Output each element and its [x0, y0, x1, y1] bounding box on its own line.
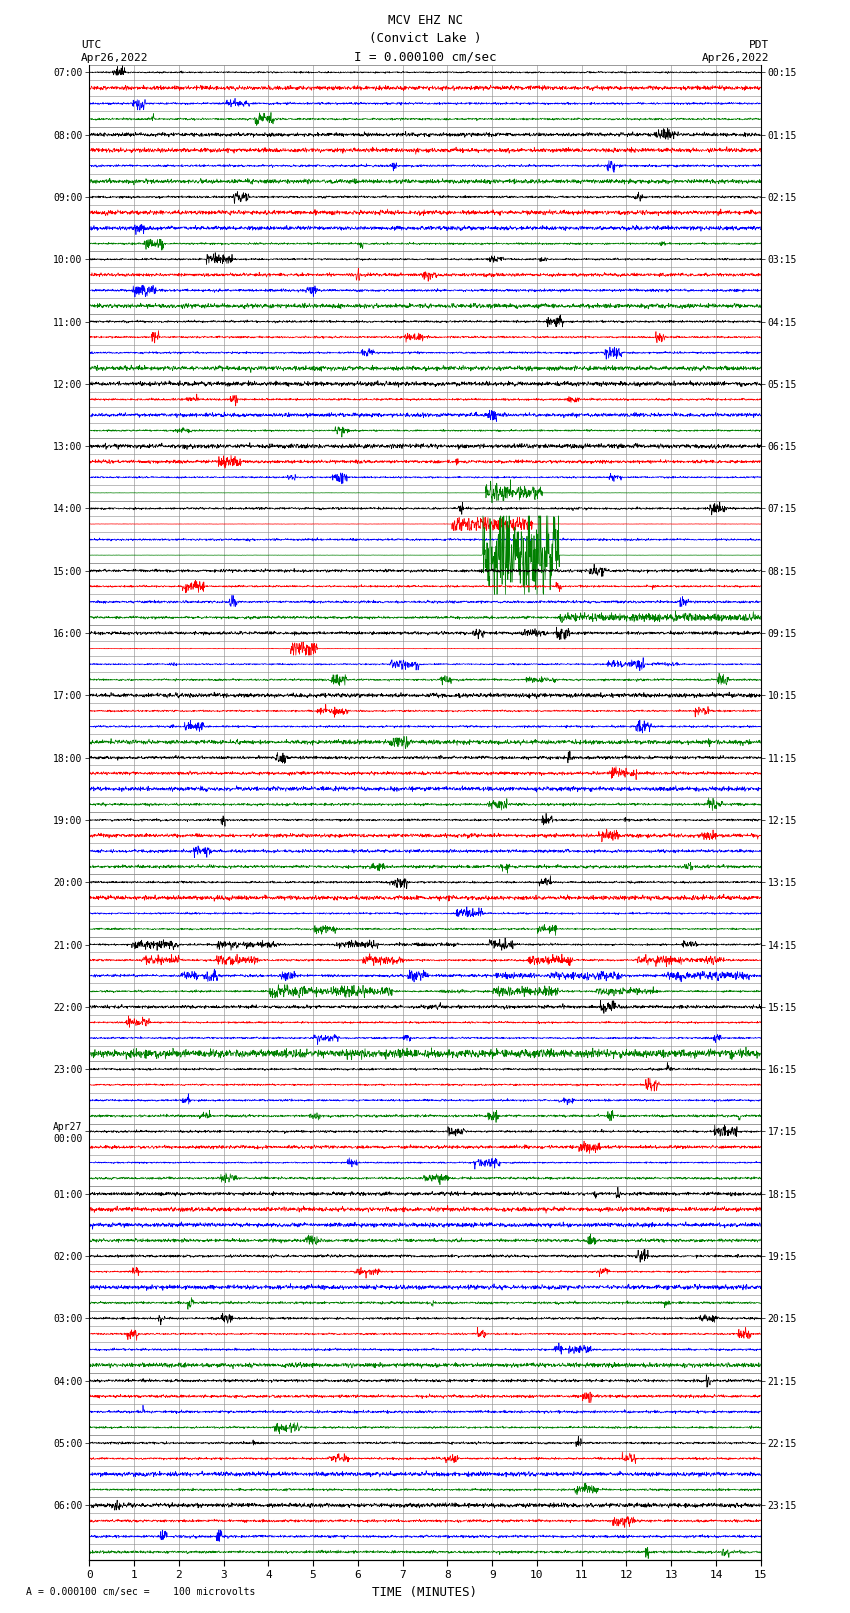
X-axis label: TIME (MINUTES): TIME (MINUTES) [372, 1586, 478, 1598]
Text: PDT: PDT [749, 40, 769, 50]
Text: Apr26,2022: Apr26,2022 [702, 53, 769, 63]
Text: UTC: UTC [81, 40, 101, 50]
Text: A: A [26, 1587, 31, 1597]
Title: MCV EHZ NC
(Convict Lake )
I = 0.000100 cm/sec: MCV EHZ NC (Convict Lake ) I = 0.000100 … [354, 15, 496, 63]
Text: = 0.000100 cm/sec =    100 microvolts: = 0.000100 cm/sec = 100 microvolts [38, 1587, 256, 1597]
Text: Apr26,2022: Apr26,2022 [81, 53, 148, 63]
